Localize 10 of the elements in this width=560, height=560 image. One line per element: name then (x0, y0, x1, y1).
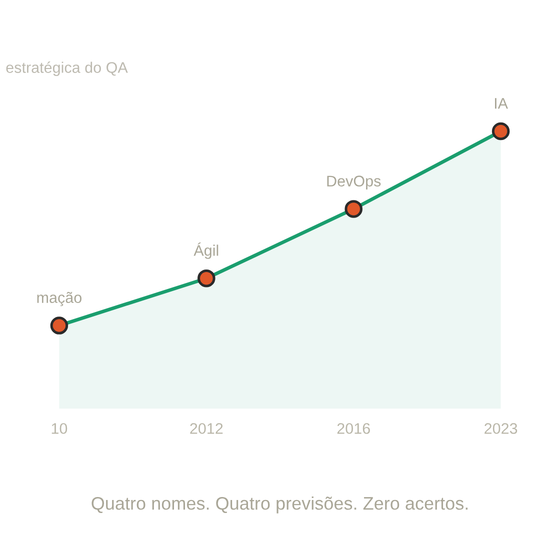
annotation: IA (494, 98, 508, 109)
chart-title: estratégica do QA (6, 62, 128, 76)
x-tick-label: 10 (52, 423, 68, 434)
annotation: DevOps (327, 176, 381, 190)
x-tick-label: 2023 (484, 423, 518, 434)
x-tick-label: 2012 (190, 423, 223, 434)
x-tick-label: 2016 (337, 423, 370, 434)
text: Quatro nomes. Quatro previsões. Zero acertos. (92, 496, 468, 514)
annotation: mação (37, 292, 82, 306)
annotation: Ágil (194, 242, 218, 259)
